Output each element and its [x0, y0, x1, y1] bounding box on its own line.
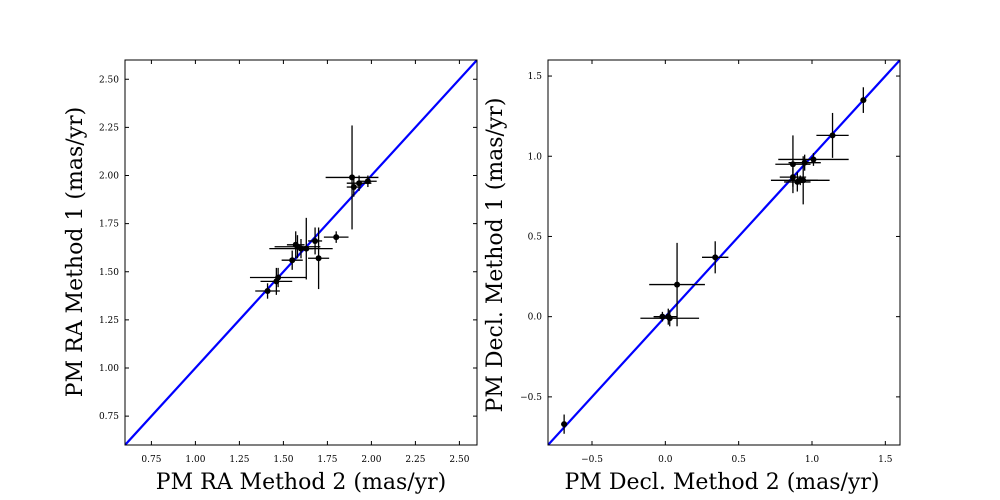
ra-x-tick-label-7: 2.50 [449, 455, 469, 465]
decl-data-point-6 [789, 174, 796, 181]
ra-data-point-12 [350, 184, 357, 191]
ra-x-axis-label: PM RA Method 2 (mas/yr) [156, 470, 446, 495]
decl-y-tick-label-0: −0.5 [520, 393, 542, 403]
decl-panel: −0.5 0.0 0.5 1.0 1.5 −0.5 0.0 0.5 1.0 1.5 PM Decl… [483, 59, 901, 495]
decl-data-point-1 [659, 313, 666, 320]
decl-axes-frame [547, 59, 901, 446]
ra-points-layer [264, 174, 371, 294]
decl-x-axis-label: PM Decl. Method 2 (mas/yr) [565, 470, 880, 495]
ra-data-point-8 [312, 237, 319, 244]
ra-x-tick-label-6: 2.25 [405, 455, 425, 465]
ra-x-tick-label-2: 1.25 [229, 455, 249, 465]
decl-data-point-4 [674, 281, 681, 288]
ra-x-tick-label-0: 0.75 [141, 455, 161, 465]
ra-panel: 0.75 1.00 1.25 1.50 1.75 2.00 2.25 2.50 0.75 1.00… [63, 59, 478, 495]
ra-data-point-13 [356, 180, 363, 187]
ra-data-point-7 [303, 245, 310, 252]
ra-x-tick-label-5: 2.00 [361, 455, 381, 465]
decl-data-point-14 [860, 97, 867, 104]
ra-data-point-11 [349, 174, 356, 181]
decl-data-point-13 [829, 132, 836, 139]
ra-data-point-0 [264, 288, 271, 294]
ra-data-point-14 [364, 178, 371, 185]
decl-y-tick-label-4: 1.5 [528, 72, 543, 82]
ra-y-tick-label-6: 2.25 [99, 123, 119, 133]
decl-x-tick-label-4: 1.5 [878, 455, 893, 465]
ra-data-point-9 [315, 255, 322, 262]
ra-y-tick-label-5: 2.00 [99, 172, 119, 182]
decl-y-tick-label-1: 0.0 [528, 313, 543, 323]
ra-data-point-10 [333, 234, 340, 241]
decl-x-tick-label-2: 0.5 [732, 455, 747, 465]
decl-ticks-layer: −0.5 0.0 0.5 1.0 1.5 −0.5 0.0 0.5 1.0 1.5 [520, 60, 900, 465]
ra-data-point-6 [298, 245, 304, 252]
ra-ticks-layer: 0.75 1.00 1.25 1.50 1.75 2.00 2.25 2.50 0.75 1.00… [99, 60, 477, 465]
decl-data-point-7 [789, 161, 796, 168]
decl-data-point-5 [712, 254, 719, 261]
ra-y-tick-label-7: 2.50 [99, 75, 119, 85]
ra-data-point-2 [275, 274, 282, 281]
ra-y-tick-label-2: 1.25 [99, 316, 119, 326]
ra-axes-frame [124, 59, 478, 446]
decl-y-tick-label-3: 1.0 [528, 152, 543, 162]
ra-y-tick-label-1: 1.00 [99, 364, 119, 374]
decl-data-point-12 [810, 156, 817, 163]
decl-data-point-3 [666, 315, 673, 322]
ra-y-tick-label-3: 1.50 [99, 268, 119, 278]
ra-data-point-3 [289, 257, 296, 264]
decl-y-tick-label-2: 0.5 [528, 232, 543, 242]
decl-data-point-0 [561, 421, 568, 428]
decl-points-layer [561, 97, 867, 428]
decl-data-point-10 [800, 177, 807, 184]
decl-x-tick-label-3: 1.0 [805, 455, 820, 465]
decl-reference-line [548, 60, 900, 445]
ra-x-tick-label-1: 1.00 [185, 455, 205, 465]
decl-x-tick-label-1: 0.0 [658, 455, 673, 465]
ra-y-tick-label-4: 1.75 [99, 220, 119, 230]
decl-x-tick-label-0: −0.5 [581, 455, 603, 465]
decl-reference-line-layer [548, 60, 900, 445]
decl-data-point-11 [801, 159, 808, 166]
ra-y-axis-label: PM RA Method 1 (mas/yr) [63, 107, 88, 397]
ra-x-tick-label-4: 1.75 [317, 455, 337, 465]
decl-y-axis-label: PM Decl. Method 1 (mas/yr) [483, 98, 508, 413]
ra-y-tick-label-0: 0.75 [99, 412, 119, 422]
ra-x-tick-label-3: 1.50 [273, 455, 293, 465]
